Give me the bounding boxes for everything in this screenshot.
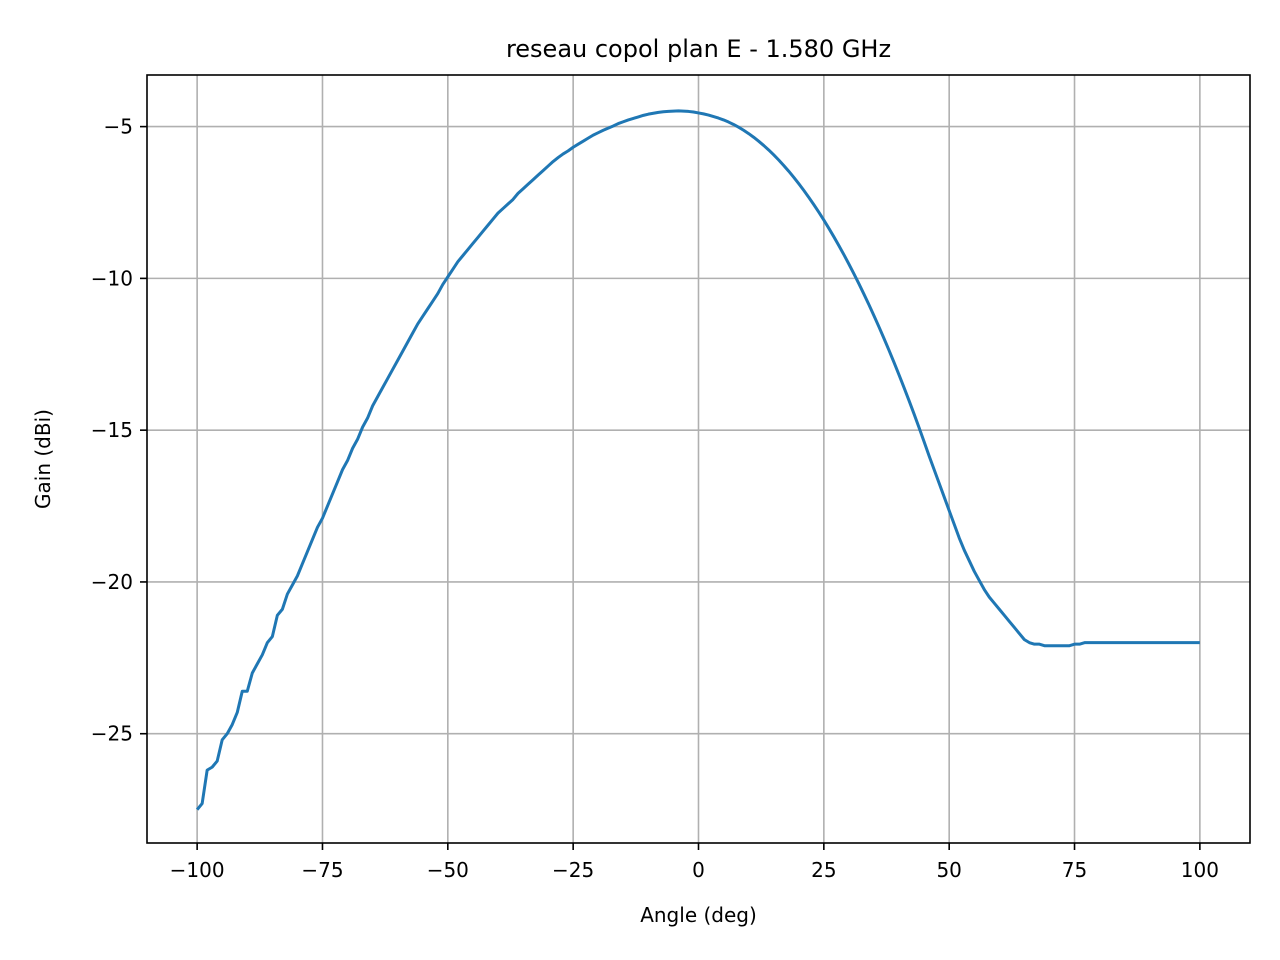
chart-title: reseau copol plan E - 1.580 GHz bbox=[506, 35, 891, 63]
y-axis-label: Gain (dBi) bbox=[31, 409, 55, 509]
x-tick-label: 25 bbox=[811, 858, 836, 882]
x-tick-label: 75 bbox=[1062, 858, 1087, 882]
x-tick-label: 100 bbox=[1181, 858, 1219, 882]
y-tick-label: −20 bbox=[91, 570, 133, 594]
y-tick-label: −5 bbox=[104, 115, 133, 139]
series-line bbox=[195, 109, 1200, 811]
x-tick-label: −100 bbox=[170, 858, 225, 882]
y-tick-label: −15 bbox=[91, 418, 133, 442]
plot-area bbox=[195, 109, 1200, 811]
x-tick-label: −25 bbox=[552, 858, 594, 882]
x-axis-label: Angle (deg) bbox=[640, 903, 757, 927]
x-tick-label: −50 bbox=[427, 858, 469, 882]
grid bbox=[147, 75, 1250, 843]
y-tick-label: −10 bbox=[91, 266, 133, 290]
x-tick-label: −75 bbox=[301, 858, 343, 882]
x-tick-label: 50 bbox=[936, 858, 961, 882]
y-tick-label: −25 bbox=[91, 722, 133, 746]
ticks: −100 −75 −50 −25 0 25 50 75 100 −25 −20 −15 −10 −5 bbox=[91, 115, 1219, 882]
x-tick-label: 0 bbox=[692, 858, 705, 882]
